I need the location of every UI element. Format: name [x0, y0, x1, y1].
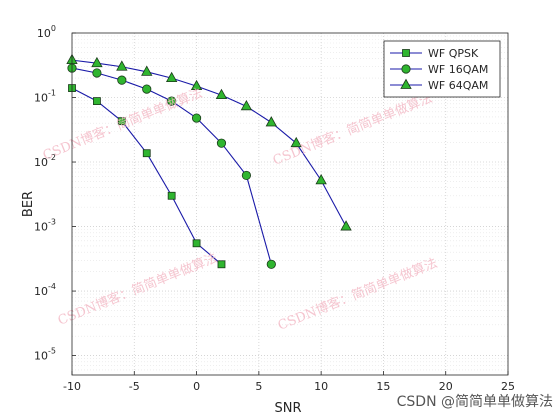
- series-line: [71, 59, 347, 227]
- marker: [93, 97, 101, 105]
- x-axis-label: SNR: [274, 401, 301, 416]
- marker: [167, 191, 176, 200]
- legend-marker: [400, 78, 412, 89]
- marker: [290, 136, 302, 148]
- y-tick-base: 10: [34, 156, 48, 169]
- marker: [167, 96, 177, 106]
- y-tick-exponent: -5: [48, 347, 56, 356]
- marker: [92, 68, 102, 78]
- y-tick-base: 10: [34, 221, 48, 234]
- marker: [191, 113, 202, 123]
- marker: [116, 60, 128, 71]
- marker: [142, 84, 152, 94]
- marker: [165, 71, 178, 82]
- y-tick-label: 10-3: [34, 218, 56, 234]
- x-tick-label: 20: [439, 380, 453, 393]
- marker: [190, 79, 203, 91]
- marker: [241, 170, 251, 181]
- legend: WF QPSK WF 16QAM WF 64QAM: [383, 40, 501, 98]
- marker: [215, 88, 228, 100]
- x-tick-label: 5: [255, 380, 262, 393]
- y-tick-base: 10: [34, 285, 48, 298]
- legend-label: WF 64QAM: [428, 79, 488, 92]
- marker: [315, 174, 327, 185]
- axes-box: [71, 32, 509, 376]
- marker: [117, 117, 126, 126]
- marker: [240, 100, 253, 111]
- x-tick-label: 10: [314, 380, 328, 393]
- marker: [265, 116, 277, 127]
- marker: [217, 260, 226, 269]
- y-tick-exponent: -2: [48, 153, 56, 162]
- y-tick-base: 10: [37, 27, 51, 40]
- marker: [216, 138, 227, 148]
- y-tick-exponent: -3: [48, 218, 56, 227]
- y-tick-label: 100: [37, 24, 56, 40]
- y-tick-exponent: 0: [51, 24, 56, 33]
- legend-marker: [401, 64, 411, 74]
- plot: [66, 53, 352, 269]
- legend-label: WF 16QAM: [428, 63, 488, 76]
- y-tick-base: 10: [34, 92, 48, 105]
- marker: [117, 75, 127, 85]
- x-tick-label: 0: [193, 380, 200, 393]
- y-tick-label: 10-1: [34, 89, 56, 105]
- x-tick-label: -10: [63, 380, 81, 393]
- marker: [266, 259, 276, 269]
- y-tick-exponent: -1: [48, 89, 56, 98]
- marker: [340, 220, 352, 231]
- y-tick-label: 10-4: [34, 282, 56, 298]
- x-tick-label: 15: [376, 380, 390, 393]
- x-tick-label: -5: [129, 380, 140, 393]
- marker: [192, 239, 201, 248]
- y-tick-label: 10-5: [34, 347, 56, 363]
- footer: CSDN @简简单单做算法: [397, 393, 553, 410]
- y-axis-label: BER: [21, 191, 36, 217]
- marker: [91, 56, 103, 68]
- legend-label: WF QPSK: [428, 47, 479, 60]
- marker: [142, 149, 151, 158]
- marker: [141, 65, 153, 76]
- y-tick-exponent: -4: [48, 282, 56, 291]
- y-tick-base: 10: [34, 350, 48, 363]
- x-tick-label: 25: [501, 380, 515, 393]
- y-tick-label: 10-2: [34, 153, 56, 169]
- legend-marker: [402, 49, 410, 57]
